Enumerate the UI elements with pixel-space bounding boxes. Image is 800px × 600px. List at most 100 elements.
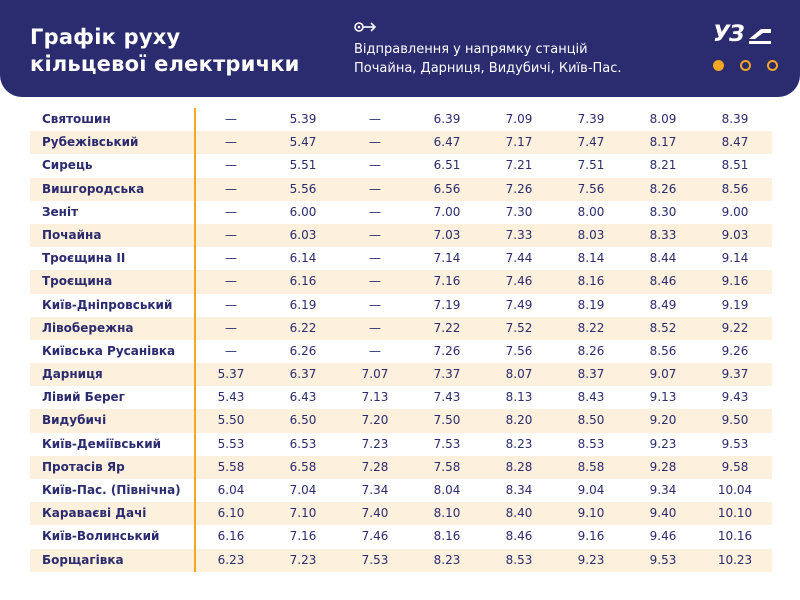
departure-time: — bbox=[369, 320, 381, 335]
departure-time: 9.07 bbox=[649, 367, 677, 382]
departure-time: 8.13 bbox=[505, 390, 533, 405]
departure-time: — bbox=[369, 227, 381, 242]
station-name: Борщагівка bbox=[42, 552, 124, 567]
departure-time: 8.53 bbox=[577, 436, 605, 451]
table-row: Лівий Берег 5.43 6.43 7.13 7.43 8.13 8.43 9.13 9… bbox=[30, 386, 772, 409]
departure-time: 6.14 bbox=[289, 251, 317, 266]
departure-time: 6.10 bbox=[217, 506, 245, 521]
departure-time: 8.07 bbox=[505, 367, 533, 382]
table-row: Вишгородська — 5.56 — 6.56 7.26 7.56 8.26 8.56 bbox=[30, 177, 772, 201]
departure-time: 8.22 bbox=[577, 320, 605, 335]
departure-time: 7.13 bbox=[361, 390, 389, 405]
arrow-right-icon bbox=[354, 22, 377, 32]
departure-time: 7.46 bbox=[505, 274, 533, 289]
departure-time: 8.26 bbox=[577, 343, 605, 358]
station-name: Троєщина bbox=[42, 274, 113, 289]
departure-time: 7.46 bbox=[361, 529, 389, 544]
table-row: Київ-Дніпровський — 6.19 — 7.19 7.49 8.19 8.49 9… bbox=[30, 294, 772, 317]
station-name: Протасів Яр bbox=[42, 459, 125, 474]
departure-time: 9.16 bbox=[577, 529, 605, 544]
departure-time: 7.16 bbox=[289, 529, 317, 544]
departure-time: 7.43 bbox=[433, 390, 461, 405]
departure-time: 5.53 bbox=[217, 436, 245, 451]
table-row: Сирець — 5.51 — 6.51 7.21 7.51 8.21 8.51 bbox=[30, 154, 772, 177]
departure-time: 9.04 bbox=[577, 483, 605, 497]
departure-time: 9.22 bbox=[721, 320, 749, 335]
departure-time: 8.23 bbox=[433, 552, 461, 567]
departure-time: 7.56 bbox=[577, 181, 605, 196]
departure-time: 9.50 bbox=[721, 413, 749, 428]
pagination-dots bbox=[713, 60, 789, 79]
title-line-1: Графік руху bbox=[30, 25, 181, 49]
departure-time: 7.10 bbox=[289, 506, 317, 521]
departure-time: 7.00 bbox=[433, 204, 461, 219]
departure-time: 9.26 bbox=[721, 343, 749, 358]
departure-time: 6.56 bbox=[433, 181, 461, 196]
departure-time: — bbox=[225, 204, 237, 219]
table-row: Троєщина ІІ — 6.14 — 7.14 7.44 8.14 8.44 9.14 bbox=[30, 247, 772, 270]
table-row: Лівобережна — 6.22 — 7.22 7.52 8.22 8.52 9.22 bbox=[30, 316, 772, 340]
departure-time: 7.07 bbox=[361, 367, 389, 382]
uz-logo-icon bbox=[749, 29, 771, 44]
departure-time: 7.19 bbox=[433, 297, 461, 312]
table-row: Троєщина — 6.16 — 7.16 7.46 8.16 8.46 9.16 bbox=[30, 270, 772, 294]
departure-time: 9.10 bbox=[577, 506, 605, 521]
departure-time: 5.39 bbox=[289, 112, 317, 126]
station-name: Дарниця bbox=[42, 367, 103, 382]
departure-time: 9.14 bbox=[721, 251, 749, 266]
departure-time: 7.33 bbox=[505, 227, 533, 242]
departure-time: — bbox=[369, 181, 381, 196]
departure-time: 7.56 bbox=[505, 343, 533, 358]
departure-time: 8.58 bbox=[577, 459, 605, 474]
dot-icon bbox=[713, 60, 724, 71]
table-row: Святошин — 5.39 — 6.39 7.09 7.39 8.09 8.39 bbox=[30, 108, 772, 131]
departure-time: — bbox=[369, 274, 381, 289]
departure-time: 7.50 bbox=[433, 413, 461, 428]
page-title: Графік руху кільцевої електрички bbox=[30, 24, 300, 78]
departure-time: 8.10 bbox=[433, 506, 461, 521]
table-row: Рубежівський — 5.47 — 6.47 7.17 7.47 8.17 8.47 bbox=[30, 131, 772, 155]
departure-time: 6.47 bbox=[433, 135, 461, 150]
departure-time: 7.23 bbox=[289, 552, 317, 567]
departure-time: 7.03 bbox=[433, 227, 461, 242]
departure-time: 6.51 bbox=[433, 158, 461, 173]
departure-time: — bbox=[369, 158, 381, 173]
departure-time: — bbox=[369, 251, 381, 266]
departure-time: 8.16 bbox=[433, 529, 461, 544]
departure-time: 8.16 bbox=[577, 274, 605, 289]
station-name: Рубежівський bbox=[42, 135, 139, 150]
departure-time: 6.19 bbox=[289, 297, 317, 312]
subtitle-line-1: Відправлення у напрямку станцій bbox=[354, 42, 588, 57]
departure-time: 7.47 bbox=[577, 135, 605, 150]
departure-time: 7.26 bbox=[505, 181, 533, 196]
table-row: Караваєві Дачі 6.10 7.10 7.40 8.10 8.40 9.10 9.… bbox=[30, 502, 772, 526]
departure-time: 8.23 bbox=[505, 436, 533, 451]
departure-time: — bbox=[225, 320, 237, 335]
table-row: Дарниця 5.37 6.37 7.07 7.37 8.07 8.37 9.07 9.37 bbox=[30, 363, 772, 387]
station-name: Київська Русанівка bbox=[42, 343, 176, 358]
departure-time: 7.17 bbox=[505, 135, 533, 150]
departure-time: — bbox=[225, 251, 237, 266]
departure-time: 5.56 bbox=[289, 181, 317, 196]
departure-time: 8.17 bbox=[649, 135, 677, 150]
station-name: Лівобережна bbox=[42, 320, 134, 335]
departure-time: — bbox=[369, 204, 381, 219]
departure-time: 9.53 bbox=[649, 552, 677, 567]
departure-time: — bbox=[369, 112, 381, 126]
departure-time: 9.20 bbox=[649, 413, 677, 428]
departure-time: 9.40 bbox=[649, 506, 677, 521]
table-row: Борщагівка 6.23 7.23 7.53 8.23 8.53 9.23 9.53 10… bbox=[30, 548, 772, 572]
table-row: Київ-Волинський 6.16 7.16 7.46 8.16 8.46 9.16 9… bbox=[30, 525, 772, 548]
departure-time: 7.37 bbox=[433, 367, 461, 382]
station-name: Святошин bbox=[42, 112, 111, 126]
departure-time: 10.04 bbox=[717, 483, 753, 497]
departure-time: 9.16 bbox=[721, 274, 749, 289]
departure-time: — bbox=[225, 112, 237, 126]
departure-time: — bbox=[225, 343, 237, 358]
departure-time: 8.33 bbox=[649, 227, 677, 242]
table-row: Зеніт — 6.00 — 7.00 7.30 8.00 8.30 9.00 bbox=[30, 201, 772, 224]
table-row: Почайна — 6.03 — 7.03 7.33 8.03 8.33 9.03 bbox=[30, 223, 772, 248]
departure-time: 10.23 bbox=[717, 552, 753, 567]
departure-time: 9.00 bbox=[721, 204, 749, 219]
station-name: Лівий Берег bbox=[42, 390, 125, 405]
